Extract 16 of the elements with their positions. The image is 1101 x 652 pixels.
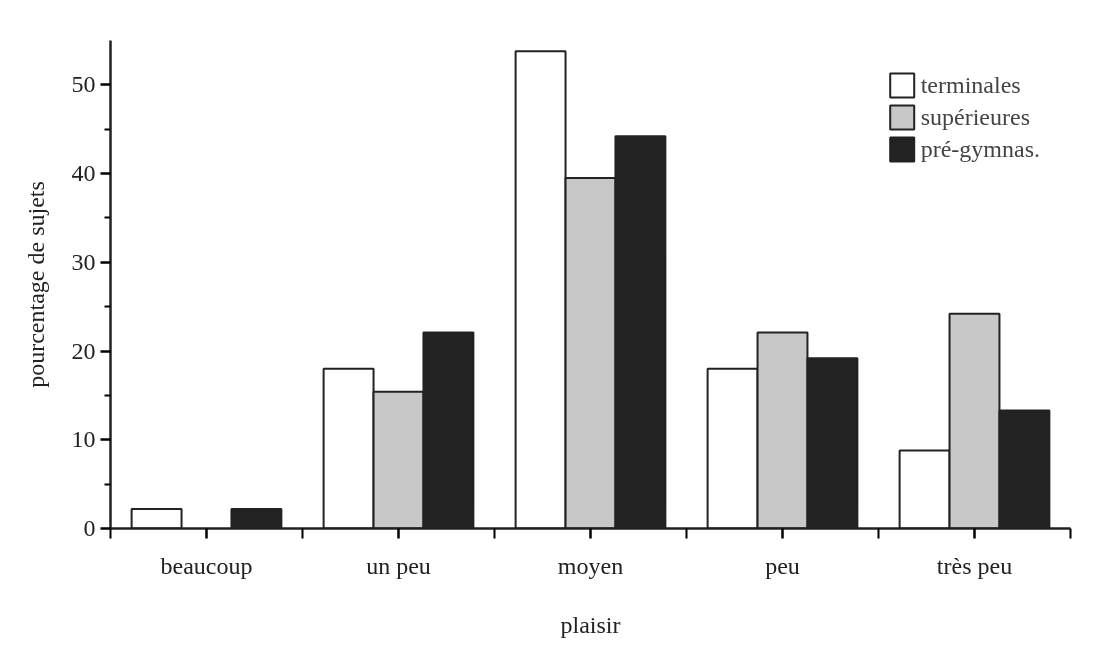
x-tick-label: un peu	[366, 552, 431, 579]
legend-label: pré-gymnas.	[920, 135, 1040, 163]
y-tick-label: 50	[71, 71, 96, 98]
x-tick-label: beaucoup	[160, 552, 253, 579]
y-axis-title: pourcentage de sujets	[22, 181, 49, 388]
x-axis-title: plaisir	[560, 611, 621, 638]
y-tick-label: 10	[71, 426, 96, 453]
y-tick-label: 20	[71, 337, 96, 364]
x-tick-label: moyen	[557, 552, 624, 579]
legend-label: supérieures	[920, 103, 1030, 131]
legend-label: terminales	[920, 71, 1021, 99]
y-tick-label: 40	[71, 160, 96, 187]
x-tick-label: peu	[765, 552, 800, 579]
y-tick-label: 0	[83, 515, 96, 541]
y-tick-label: 30	[71, 248, 96, 275]
x-tick-label: très peu	[936, 552, 1013, 579]
